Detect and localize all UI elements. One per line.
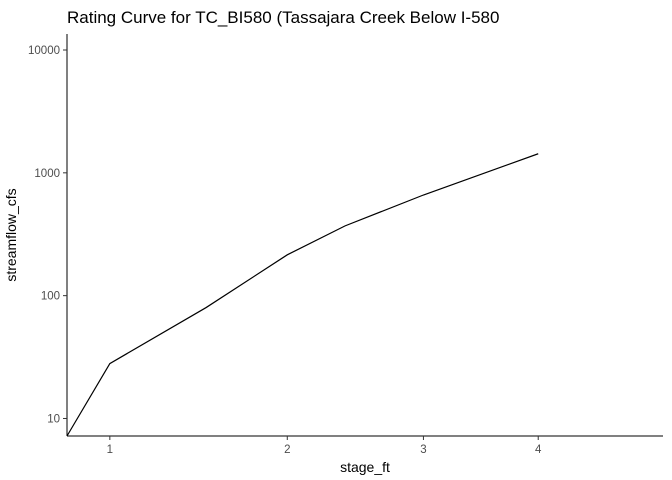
chart-title: Rating Curve for TC_BI580 (Tassajara Cre… xyxy=(67,8,499,27)
rating-curve-line xyxy=(66,153,539,437)
y-axis-label: streamflow_cfs xyxy=(3,188,19,281)
y-axis-ticks: 10 100 1000 10000 xyxy=(28,45,67,425)
x-tick-label: 1 xyxy=(107,444,113,456)
x-tick-label: 3 xyxy=(420,444,426,456)
y-tick-label: 1000 xyxy=(34,168,60,180)
x-tick-label: 2 xyxy=(284,444,290,456)
x-axis-label: stage_ft xyxy=(340,459,390,475)
y-tick-label: 10 xyxy=(47,413,60,425)
y-tick-label: 100 xyxy=(41,291,60,303)
x-tick-label: 4 xyxy=(535,444,542,456)
y-tick-label: 10000 xyxy=(28,45,60,57)
x-axis-ticks: 1 2 3 4 xyxy=(107,436,542,456)
